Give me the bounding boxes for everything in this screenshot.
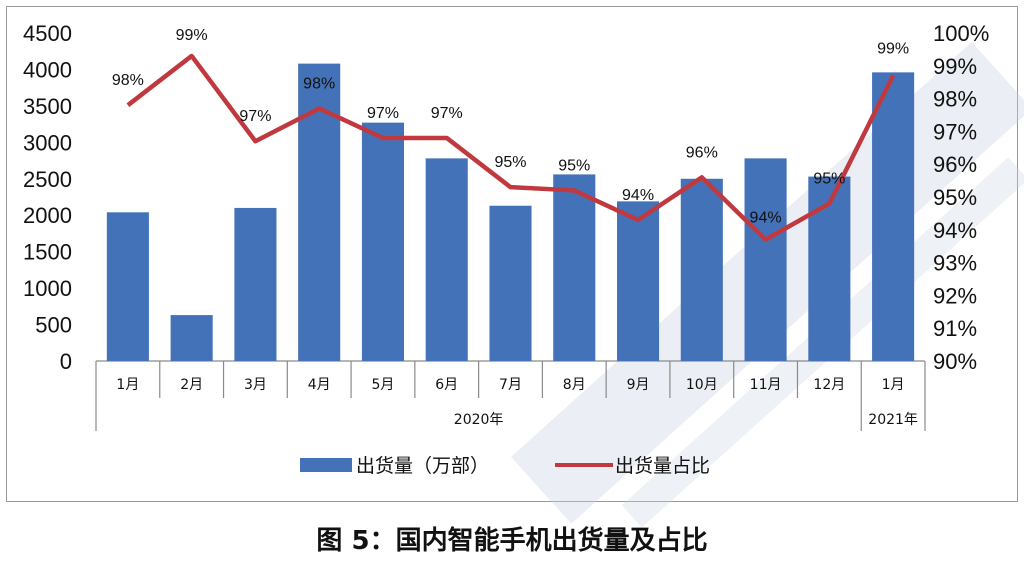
bar <box>234 207 277 361</box>
bar <box>170 315 213 361</box>
y-left-tick-label: 3000 <box>23 130 72 155</box>
x-category-label: 4月 <box>308 377 331 393</box>
bar <box>106 212 149 361</box>
legend: 出货量（万部） 出货量占比 <box>300 455 710 477</box>
legend-label-share: 出货量占比 <box>615 455 710 477</box>
x-category-label: 1月 <box>116 377 139 393</box>
bar <box>616 201 660 361</box>
figure-caption: 图 5：国内智能手机出货量及占比 <box>316 526 708 556</box>
y-right-tick-label: 92% <box>933 283 977 308</box>
y-right-tick-label: 93% <box>933 251 977 276</box>
y-right-tick-label: 94% <box>933 218 977 243</box>
share-data-label: 98% <box>303 75 335 92</box>
x-category-label: 2月 <box>180 377 203 393</box>
x-category-label: 5月 <box>372 377 395 393</box>
bar <box>425 158 468 361</box>
share-data-label: 95% <box>558 157 590 174</box>
share-data-label: 97% <box>431 105 463 122</box>
share-data-label: 95% <box>494 154 526 171</box>
share-data-label: 97% <box>367 105 399 122</box>
share-data-label: 97% <box>239 108 271 125</box>
y-right-tick-label: 91% <box>933 316 977 341</box>
bar <box>680 178 723 361</box>
y-right-tick-label: 95% <box>933 185 977 210</box>
share-data-label: 99% <box>176 27 208 44</box>
x-category-label: 3月 <box>244 377 267 393</box>
x-category-label: 1月 <box>882 377 905 393</box>
y-left-tick-label: 500 <box>35 313 72 338</box>
y-left-tick-label: 0 <box>60 349 72 374</box>
bar <box>744 158 787 361</box>
bar <box>489 205 532 361</box>
share-data-label: 95% <box>813 171 845 188</box>
share-data-label: 96% <box>686 144 718 161</box>
y-left-tick-label: 2000 <box>23 203 72 228</box>
y-left-tick-label: 1500 <box>23 240 72 265</box>
y-left-tick-label: 4000 <box>23 57 72 82</box>
data-labels: 98% 99% 97% 98% 97% 97% 95% 95% 94% 96% 94% 95% 99% <box>112 27 909 227</box>
x-year-label: 2021年 <box>868 412 918 428</box>
x-category-label: 12月 <box>813 377 845 393</box>
y-left-tick-label: 4500 <box>23 21 72 46</box>
y-right-tick-label: 99% <box>933 54 977 79</box>
x-category-label: 8月 <box>563 377 586 393</box>
x-category-label: 7月 <box>499 377 522 393</box>
share-data-label: 99% <box>877 41 909 58</box>
legend-label-shipments: 出货量（万部） <box>356 455 489 477</box>
x-year-label: 2020年 <box>454 412 504 428</box>
share-data-label: 94% <box>750 210 782 227</box>
y-right-tick-label: 96% <box>933 152 977 177</box>
y-right-tick-label: 90% <box>933 349 977 374</box>
bar <box>808 176 851 361</box>
share-data-label: 98% <box>112 72 144 89</box>
y-left-tick-label: 1000 <box>23 276 72 301</box>
y-left-tick-label: 2500 <box>23 167 72 192</box>
bar <box>361 122 405 361</box>
y-left-tick-label: 3500 <box>23 94 72 119</box>
axes: 0 500 1000 1500 2000 2500 3000 3500 4000 4500 90% 9… <box>23 21 989 431</box>
x-category-label: 9月 <box>627 377 650 393</box>
y-right-tick-label: 100% <box>933 21 989 46</box>
y-right-tick-label: 98% <box>933 87 977 112</box>
line-series <box>126 53 896 242</box>
x-category-label: 11月 <box>750 377 782 393</box>
bar <box>872 72 915 362</box>
y-right-tick-label: 97% <box>933 119 977 144</box>
share-line <box>126 53 896 242</box>
share-data-label: 94% <box>622 187 654 204</box>
x-category-label: 6月 <box>435 377 458 393</box>
bar <box>553 174 596 361</box>
x-category-label: 10月 <box>686 377 718 393</box>
legend-swatch-bar <box>300 458 352 472</box>
